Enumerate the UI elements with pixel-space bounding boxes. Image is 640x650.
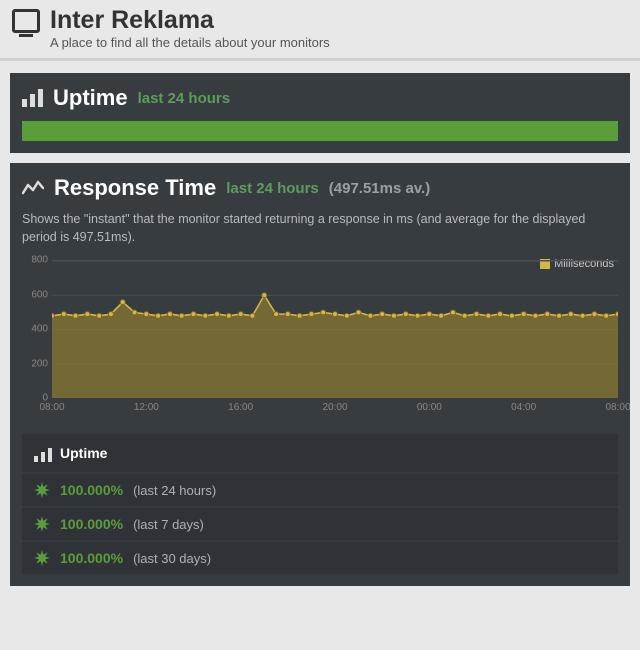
status-burst-icon bbox=[34, 516, 50, 532]
x-tick-label: 20:00 bbox=[322, 402, 347, 413]
stats-title: Uptime bbox=[60, 445, 107, 461]
y-tick-label: 400 bbox=[31, 324, 48, 335]
page-subtitle: A place to find all the details about yo… bbox=[50, 35, 330, 50]
response-title: Response Time bbox=[54, 175, 216, 201]
stat-period: (last 30 days) bbox=[133, 551, 211, 566]
bars-icon bbox=[22, 89, 43, 107]
response-heading: Response Time last 24 hours (497.51ms av… bbox=[22, 175, 618, 201]
y-tick-label: 800 bbox=[31, 255, 48, 266]
x-tick-label: 08:00 bbox=[605, 402, 630, 413]
response-avg: (497.51ms av.) bbox=[329, 180, 430, 197]
page-title: Inter Reklama bbox=[50, 6, 330, 35]
y-axis-labels: 0200400600800 bbox=[22, 260, 50, 398]
bars-icon bbox=[34, 444, 52, 462]
x-axis-labels: 08:0012:0016:0020:0000:0004:0008:00 bbox=[52, 402, 618, 420]
uptime-panel: Uptime last 24 hours bbox=[10, 73, 630, 153]
response-panel: Response Time last 24 hours (497.51ms av… bbox=[10, 163, 630, 586]
status-burst-icon bbox=[34, 550, 50, 566]
stat-percent: 100.000% bbox=[60, 550, 123, 566]
uptime-subtitle: last 24 hours bbox=[138, 90, 231, 107]
y-tick-label: 600 bbox=[31, 289, 48, 300]
status-burst-icon bbox=[34, 482, 50, 498]
chart-area bbox=[52, 260, 618, 398]
stat-percent: 100.000% bbox=[60, 482, 123, 498]
x-tick-label: 00:00 bbox=[417, 402, 442, 413]
uptime-bar bbox=[22, 121, 618, 141]
uptime-title: Uptime bbox=[53, 85, 128, 111]
stat-row: 100.000% (last 30 days) bbox=[22, 542, 618, 574]
x-tick-label: 08:00 bbox=[39, 402, 64, 413]
x-tick-label: 12:00 bbox=[134, 402, 159, 413]
stat-percent: 100.000% bbox=[60, 516, 123, 532]
uptime-heading: Uptime last 24 hours bbox=[22, 85, 618, 111]
x-tick-label: 04:00 bbox=[511, 402, 536, 413]
stats-header: Uptime bbox=[22, 434, 618, 474]
uptime-stats-panel: Uptime 100.000% (last 24 hours) 100.000%… bbox=[22, 434, 618, 574]
stat-row: 100.000% (last 24 hours) bbox=[22, 474, 618, 508]
line-chart-icon bbox=[22, 179, 44, 197]
y-tick-label: 200 bbox=[31, 358, 48, 369]
stat-row: 100.000% (last 7 days) bbox=[22, 508, 618, 542]
stat-period: (last 7 days) bbox=[133, 517, 204, 532]
response-description: Shows the "instant" that the monitor sta… bbox=[22, 211, 618, 246]
monitor-icon bbox=[12, 9, 40, 33]
stat-period: (last 24 hours) bbox=[133, 483, 216, 498]
response-chart[interactable]: Milliseconds 0200400600800 08:0012:0016:… bbox=[22, 260, 618, 420]
x-tick-label: 16:00 bbox=[228, 402, 253, 413]
response-subtitle: last 24 hours bbox=[226, 180, 319, 197]
page-header: Inter Reklama A place to find all the de… bbox=[0, 0, 640, 61]
